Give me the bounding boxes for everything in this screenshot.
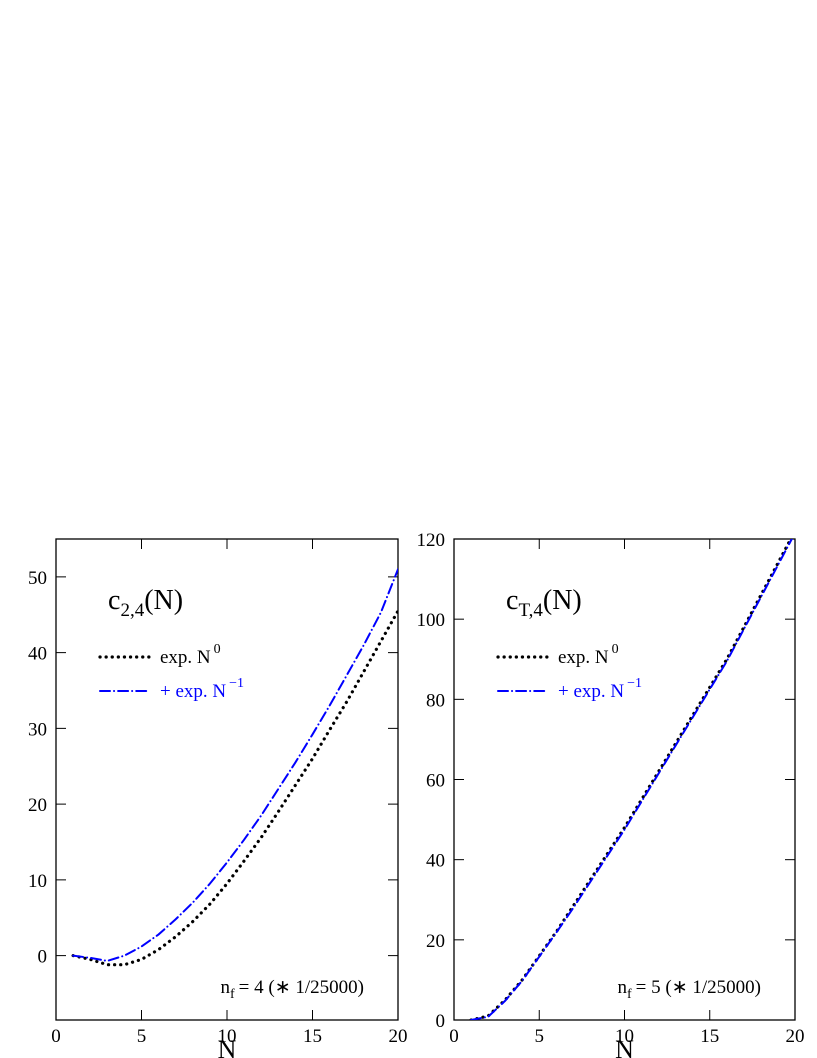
y-tick-label: 0	[436, 1011, 446, 1032]
legend-label: + exp. N −1	[160, 676, 244, 702]
legend-label: + exp. N −1	[558, 676, 642, 702]
annotation-sub: f	[230, 987, 235, 1002]
x-tick-label: 5	[535, 1026, 545, 1047]
x-tick-label: 15	[303, 1026, 322, 1047]
legend-sup: 0	[214, 642, 221, 657]
x-axis-label: N	[615, 1035, 634, 1058]
title-sub: T,4	[518, 600, 543, 621]
annotation-sub: f	[627, 987, 632, 1002]
title-base: c	[108, 585, 120, 616]
y-tick-label: 20	[28, 795, 47, 816]
legend-name: exp. N	[558, 647, 609, 668]
legend-name: + exp. N	[558, 681, 624, 702]
legend-name: exp. N	[160, 647, 211, 668]
title-end: (N)	[543, 585, 582, 616]
panel-title: cT,4(N)	[506, 585, 582, 621]
annotation-base: n	[618, 977, 628, 998]
x-tick-label: 0	[51, 1026, 61, 1047]
x-axis-label: N	[218, 1035, 237, 1058]
x-tick-label: 10	[615, 1026, 634, 1047]
series-line	[71, 609, 398, 967]
y-tick-label: 0	[38, 947, 48, 968]
series-line	[72, 568, 398, 962]
series-line	[470, 539, 793, 1020]
y-tick-label: 30	[28, 719, 47, 740]
y-tick-label: 100	[417, 610, 446, 631]
y-tick-label: 10	[28, 871, 47, 892]
annotation-base: n	[221, 977, 231, 998]
plot-frame	[55, 538, 399, 1021]
y-tick-label: 40	[28, 644, 47, 665]
title-sub: 2,4	[120, 600, 144, 621]
legend-sup: −1	[229, 676, 244, 691]
title-end: (N)	[144, 585, 183, 616]
annotation-end: = 5 (∗ 1/25000)	[636, 977, 761, 998]
x-tick-label: 20	[786, 1026, 805, 1047]
y-tick-label: 40	[426, 851, 445, 872]
legend-sup: 0	[612, 642, 619, 657]
annotation-end: = 4 (∗ 1/25000)	[239, 977, 364, 998]
annotation: nf = 4 (∗ 1/25000)	[221, 977, 365, 1002]
panel-title: c2,4(N)	[108, 585, 183, 621]
annotation: nf = 5 (∗ 1/25000)	[618, 977, 762, 1002]
y-tick-label: 50	[28, 568, 47, 589]
x-tick-label: 15	[700, 1026, 719, 1047]
legend-name: + exp. N	[160, 681, 226, 702]
y-tick-label: 20	[426, 931, 445, 952]
x-tick-label: 5	[137, 1026, 147, 1047]
title-base: c	[506, 585, 518, 616]
plot-frame	[453, 538, 796, 1021]
y-tick-label: 120	[417, 530, 446, 551]
x-tick-label: 10	[218, 1026, 237, 1047]
y-tick-label: 80	[426, 690, 445, 711]
x-tick-label: 20	[389, 1026, 408, 1047]
legend-sup: −1	[627, 676, 642, 691]
x-tick-label: 0	[449, 1026, 459, 1047]
y-tick-label: 60	[426, 771, 445, 792]
